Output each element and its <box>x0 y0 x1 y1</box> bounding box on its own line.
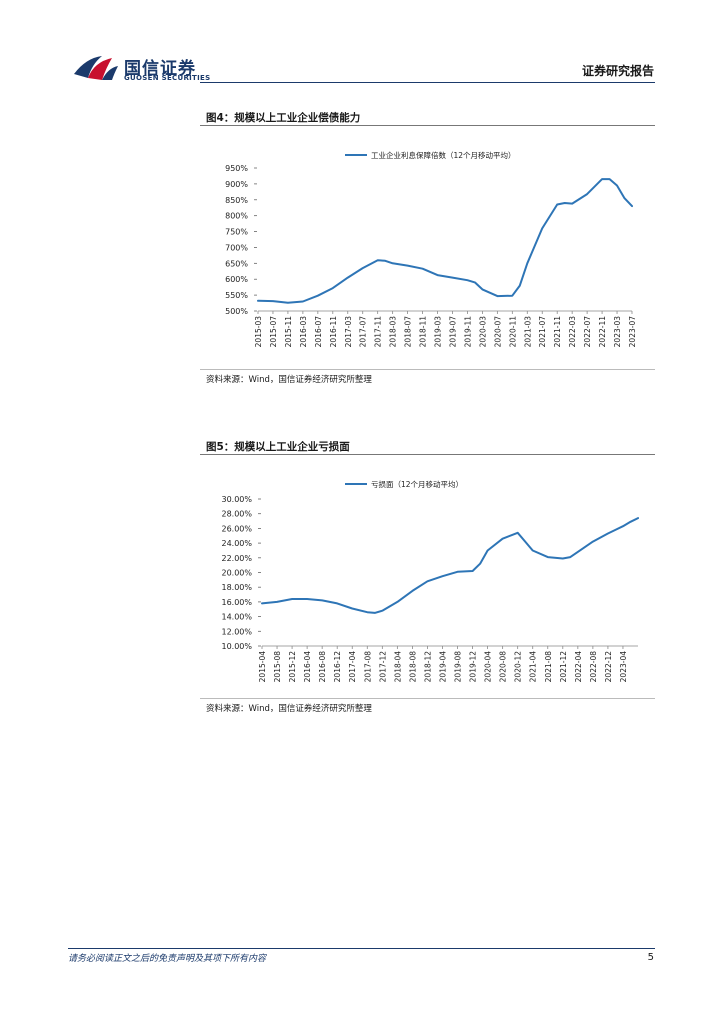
x-tick-label: 2021-04 <box>529 651 538 683</box>
x-tick-label: 2021-03 <box>523 316 532 348</box>
x-tick-label: 2021-11 <box>553 316 562 348</box>
legend-label: 工业企业利息保障倍数（12个月移动平均） <box>371 150 516 160</box>
y-tick-label: 750% <box>225 228 248 237</box>
y-tick-label: 24.00% <box>221 539 252 548</box>
footer-disclaimer: 请务必阅读正文之后的免责声明及其项下所有内容 <box>68 954 267 964</box>
x-tick-label: 2015-04 <box>258 651 267 683</box>
y-tick-label: 700% <box>225 243 248 252</box>
x-tick-label: 2016-07 <box>314 316 323 348</box>
x-tick-label: 2018-03 <box>389 316 398 348</box>
y-tick-label: 650% <box>225 259 248 268</box>
x-tick-label: 2023-07 <box>628 316 637 348</box>
x-tick-label: 2020-08 <box>499 651 508 683</box>
x-tick-label: 2017-08 <box>363 651 372 683</box>
x-tick-label: 2017-11 <box>374 316 383 348</box>
y-tick-label: 900% <box>225 180 248 189</box>
x-tick-label: 2020-12 <box>514 651 523 683</box>
x-tick-label: 2019-11 <box>463 316 472 348</box>
figure-5-bottom-rule <box>200 698 655 699</box>
x-tick-label: 2015-11 <box>284 316 293 348</box>
header-divider <box>200 82 655 83</box>
x-tick-label: 2017-07 <box>359 316 368 348</box>
x-tick-label: 2023-04 <box>619 651 628 683</box>
x-tick-label: 2019-07 <box>448 316 457 348</box>
x-tick-label: 2015-08 <box>273 651 282 683</box>
y-tick-label: 500% <box>225 307 248 316</box>
y-tick-label: 26.00% <box>221 524 252 533</box>
figure-4-bottom-rule <box>200 369 655 370</box>
x-tick-label: 2022-12 <box>604 651 613 683</box>
x-tick-label: 2019-12 <box>469 651 478 683</box>
figure-5-chart: 亏损面（12个月移动平均） 30.00% 28.00% 26.00% 24.00% 22.… <box>221 479 639 683</box>
x-tick-label: 2020-03 <box>478 316 487 348</box>
x-tick-label: 2023-03 <box>613 316 622 348</box>
y-tick-label: 950% <box>225 164 248 173</box>
x-tick-label: 2020-04 <box>484 651 493 683</box>
logo-text-cn: 国信证券 <box>124 59 196 79</box>
y-tick-label: 10.00% <box>221 642 252 651</box>
x-tick-label: 2017-12 <box>378 651 387 683</box>
series-line <box>261 517 639 614</box>
x-tick-label: 2020-07 <box>493 316 502 348</box>
x-tick-label: 2019-08 <box>454 651 463 683</box>
x-tick-label: 2016-08 <box>318 651 327 683</box>
figure-5-top-rule <box>200 454 655 455</box>
y-tick-label: 18.00% <box>221 583 252 592</box>
figure-4-title: 图4：规模以上工业企业偿债能力 <box>206 112 361 124</box>
x-tick-label: 2015-07 <box>269 316 278 348</box>
x-tick-label: 2016-04 <box>303 651 312 683</box>
y-tick-label: 22.00% <box>221 554 252 563</box>
x-tick-label: 2022-07 <box>583 316 592 348</box>
y-tick-label: 14.00% <box>221 613 252 622</box>
x-tick-label: 2018-08 <box>408 651 417 683</box>
x-tick-label: 2017-04 <box>348 651 357 683</box>
x-tick-label: 2021-07 <box>538 316 547 348</box>
x-tick-label: 2021-08 <box>544 651 553 683</box>
footer-divider <box>68 948 655 949</box>
guosen-logo-icon <box>74 56 118 80</box>
series-line <box>257 178 633 304</box>
x-tick-label: 2022-04 <box>574 651 583 683</box>
x-tick-label: 2015-03 <box>254 316 263 348</box>
x-tick-label: 2018-04 <box>393 651 402 683</box>
x-tick-label: 2016-03 <box>299 316 308 348</box>
x-tick-label: 2021-12 <box>559 651 568 683</box>
figure-4-chart: 工业企业利息保障倍数（12个月移动平均） 950% 900% 850% 800% 750%… <box>225 150 637 348</box>
x-tick-label: 2018-07 <box>404 316 413 348</box>
x-tick-label: 2016-11 <box>329 316 338 348</box>
x-tick-label: 2018-11 <box>419 316 428 348</box>
y-tick-label: 550% <box>225 291 248 300</box>
x-tick-label: 2022-11 <box>598 316 607 348</box>
x-tick-label: 2022-08 <box>589 651 598 683</box>
figure-4-source: 资料来源：Wind，国信证券经济研究所整理 <box>206 375 372 385</box>
figure-4-top-rule <box>200 125 655 126</box>
y-tick-label: 800% <box>225 212 248 221</box>
y-tick-label: 30.00% <box>221 495 252 504</box>
y-tick-label: 16.00% <box>221 598 252 607</box>
y-tick-label: 28.00% <box>221 510 252 519</box>
logo-text-en: GUOSEN SECURITIES <box>124 74 211 82</box>
x-tick-label: 2019-03 <box>434 316 443 348</box>
figure-5-title: 图5：规模以上工业企业亏损面 <box>206 441 350 453</box>
report-type-label: 证券研究报告 <box>581 64 654 78</box>
x-tick-label: 2017-03 <box>344 316 353 348</box>
y-tick-label: 12.00% <box>221 627 252 636</box>
y-tick-label: 850% <box>225 196 248 205</box>
x-tick-label: 2015-12 <box>288 651 297 683</box>
figure-5-source: 资料来源：Wind，国信证券经济研究所整理 <box>206 704 372 714</box>
y-tick-label: 20.00% <box>221 569 252 578</box>
legend-label: 亏损面（12个月移动平均） <box>371 479 463 489</box>
x-tick-label: 2020-11 <box>508 316 517 348</box>
x-tick-label: 2016-12 <box>333 651 342 683</box>
y-tick-label: 600% <box>225 275 248 284</box>
x-tick-label: 2022-03 <box>568 316 577 348</box>
x-tick-label: 2019-04 <box>438 651 447 683</box>
x-tick-label: 2018-12 <box>423 651 432 683</box>
page-number: 5 <box>647 952 654 963</box>
